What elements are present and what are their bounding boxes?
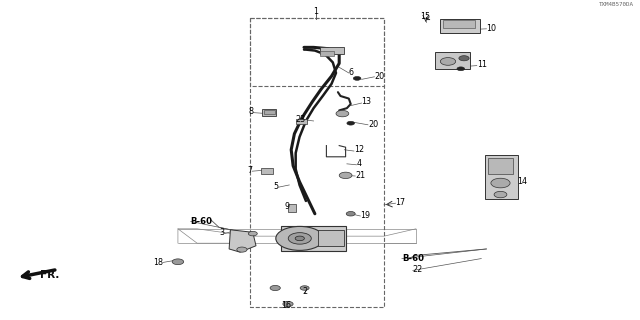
Bar [296,119,307,124]
Bar [282,226,346,251]
Text: 23: 23 [295,115,305,124]
Circle shape [276,227,324,250]
Text: 12: 12 [354,145,364,154]
Text: 1: 1 [313,7,318,16]
Circle shape [172,259,184,265]
Bar [485,155,518,199]
Text: 10: 10 [486,24,497,33]
Text: 9: 9 [285,202,290,211]
Bar [488,158,513,174]
Text: 19: 19 [360,211,371,220]
Bar [264,110,275,114]
Text: TXM4B570DA: TXM4B570DA [598,2,634,7]
Bar [320,51,334,56]
Text: 15: 15 [420,12,431,21]
Text: 18: 18 [153,258,163,267]
Text: B-60: B-60 [402,254,424,263]
Text: 11: 11 [477,60,487,69]
Text: 2: 2 [302,287,307,296]
Bar [435,52,470,69]
Bar [250,18,384,307]
Bar [318,230,344,246]
Text: 21: 21 [355,171,365,180]
Text: 3: 3 [220,228,225,237]
Circle shape [336,110,349,117]
Circle shape [457,67,465,71]
Bar [261,168,273,174]
Circle shape [459,56,469,61]
Bar [440,19,480,33]
Circle shape [494,191,507,198]
Circle shape [283,301,293,307]
Bar [288,204,296,212]
Bar [262,109,276,116]
Text: 5: 5 [273,182,278,191]
Circle shape [347,121,355,125]
Polygon shape [229,230,256,252]
Text: 4: 4 [356,159,362,168]
Text: 13: 13 [362,97,372,106]
Circle shape [288,233,311,244]
Circle shape [300,286,309,290]
Text: 17: 17 [396,198,406,207]
Text: 20: 20 [374,72,385,81]
Circle shape [346,212,355,216]
Text: B-60: B-60 [191,217,212,226]
Bar [250,18,384,86]
Circle shape [295,236,305,241]
Text: 7: 7 [247,166,252,175]
Circle shape [248,231,257,236]
Text: 20: 20 [368,120,378,129]
Text: 14: 14 [517,177,527,186]
Circle shape [237,247,247,252]
Text: FR.: FR. [40,269,59,280]
Circle shape [270,285,280,291]
Bar [443,20,475,28]
Circle shape [440,58,456,65]
Circle shape [491,178,510,188]
Circle shape [339,172,352,179]
Text: 22: 22 [413,265,423,274]
Circle shape [353,76,361,80]
Text: 16: 16 [281,301,291,310]
Bar [320,47,344,54]
Text: 6: 6 [349,68,354,77]
Text: 8: 8 [248,107,253,116]
